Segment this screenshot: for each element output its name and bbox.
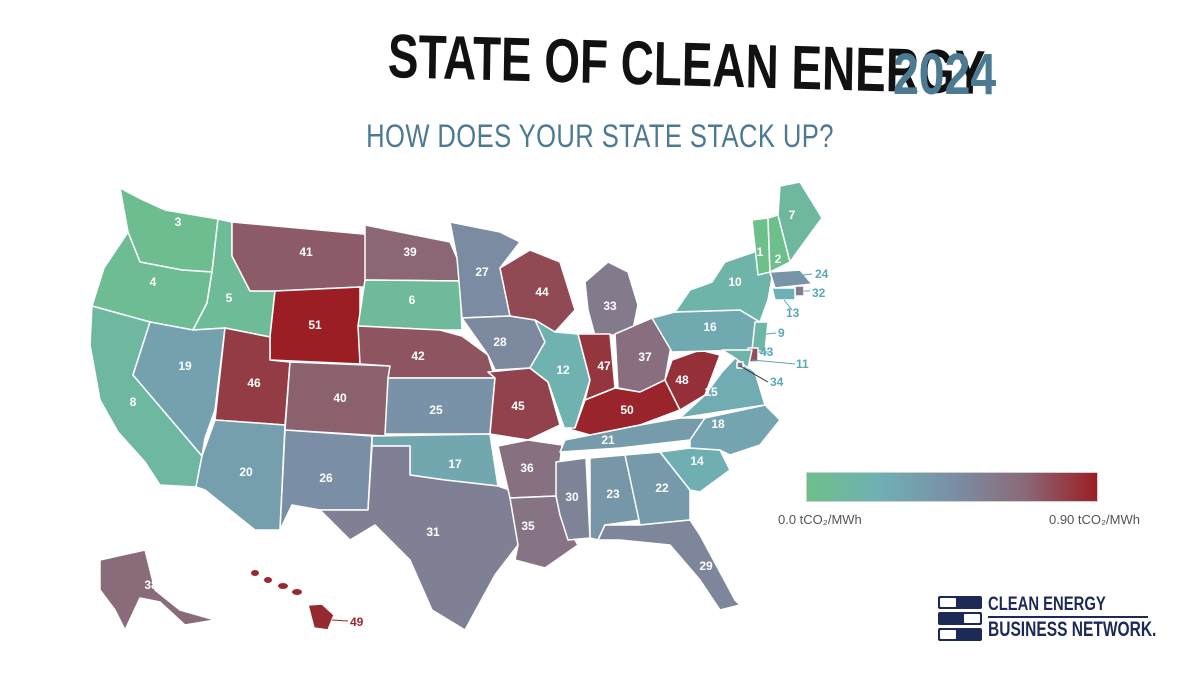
- state-rank-va: 15: [704, 385, 718, 399]
- state-rank-fl: 29: [699, 559, 713, 573]
- state-ak[interactable]: [99, 549, 216, 631]
- state-rank-wi: 44: [535, 285, 549, 299]
- title: STATE OF CLEAN ENERGY 2024: [0, 22, 1200, 109]
- state-rank-pa: 16: [703, 320, 717, 334]
- state-rank-nv: 19: [178, 359, 192, 373]
- state-ma[interactable]: [769, 269, 813, 289]
- state-rank-ny: 10: [728, 275, 742, 289]
- state-rank-ca: 8: [130, 395, 137, 409]
- state-tx[interactable]: [319, 445, 519, 631]
- state-rank-mn: 27: [475, 265, 489, 279]
- state-rank-de: 43: [760, 345, 774, 359]
- state-rank-or: 4: [150, 275, 157, 289]
- callout-line-hi: [331, 619, 349, 622]
- state-rank-ar: 36: [520, 461, 534, 475]
- state-rank-mt: 41: [299, 245, 313, 259]
- state-hi-island-1[interactable]: [251, 570, 259, 576]
- state-rank-nj: 9: [778, 326, 785, 340]
- state-rank-mi: 33: [603, 299, 617, 313]
- state-rank-nm: 26: [319, 471, 333, 485]
- logo-mark-icon: [938, 596, 982, 641]
- state-rank-ms: 30: [565, 490, 579, 504]
- legend: 0.0 tCO₂/MWh 0.90 tCO₂/MWh: [778, 472, 1140, 527]
- state-rank-ut: 46: [247, 376, 261, 390]
- legend-min-label: 0.0 tCO₂/MWh: [778, 512, 862, 527]
- legend-gradient-bar: [806, 472, 1098, 502]
- state-rank-ne: 42: [411, 349, 425, 363]
- state-rank-in: 47: [597, 359, 611, 373]
- callout-line-md: [751, 359, 796, 365]
- callout-line-ma: [795, 273, 813, 277]
- state-me[interactable]: [777, 181, 823, 263]
- state-ms[interactable]: [555, 457, 591, 541]
- state-rank-ia: 28: [493, 335, 507, 349]
- state-rank-ok: 17: [448, 457, 462, 471]
- state-rank-az: 20: [239, 465, 253, 479]
- state-rank-il: 12: [556, 363, 570, 377]
- state-rank-tn: 21: [601, 433, 615, 447]
- callout-line-dc: [739, 365, 769, 383]
- state-rank-dc: 34: [770, 375, 784, 389]
- state-ct[interactable]: [771, 287, 796, 301]
- state-rank-tx: 31: [426, 525, 440, 539]
- state-hi[interactable]: [307, 603, 335, 631]
- state-rank-mo: 45: [511, 399, 525, 413]
- state-rank-la: 35: [521, 519, 535, 533]
- state-mi[interactable]: [584, 261, 639, 337]
- state-md[interactable]: [721, 349, 753, 369]
- state-rank-ak: 38: [144, 578, 158, 592]
- state-rank-wv: 48: [675, 373, 689, 387]
- state-rank-co: 40: [333, 391, 347, 405]
- state-wi[interactable]: [499, 249, 576, 333]
- state-rank-al: 23: [606, 487, 620, 501]
- title-year: 2024: [893, 42, 997, 107]
- state-wy[interactable]: [269, 286, 361, 365]
- state-rank-me: 7: [789, 208, 796, 222]
- state-nc[interactable]: [689, 404, 781, 456]
- state-hi-island-4[interactable]: [292, 589, 302, 595]
- state-rank-hi: 49: [350, 615, 364, 629]
- state-rank-ct: 13: [786, 306, 800, 320]
- callout-line-ct: [783, 299, 793, 311]
- state-rank-ga: 22: [655, 481, 669, 495]
- subtitle: HOW DOES YOUR STATE STACK UP?: [366, 118, 834, 154]
- state-rank-ky: 50: [620, 403, 634, 417]
- state-rank-md: 11: [796, 357, 809, 371]
- legend-max-label: 0.90 tCO₂/MWh: [1048, 512, 1140, 527]
- state-rank-ma: 24: [815, 267, 829, 281]
- logo-line1: CLEAN ENERGY: [988, 594, 1106, 615]
- state-rank-vt: 1: [757, 245, 764, 259]
- state-fl[interactable]: [597, 519, 741, 611]
- state-rank-wa: 3: [175, 215, 182, 229]
- logo-line2: BUSINESS NETWORK.: [988, 618, 1157, 641]
- state-rank-oh: 37: [638, 350, 652, 364]
- logo-rule: [988, 616, 1148, 618]
- state-nv[interactable]: [132, 321, 226, 457]
- state-rank-ks: 25: [429, 403, 443, 417]
- state-sd[interactable]: [357, 279, 463, 331]
- state-wv[interactable]: [664, 349, 721, 411]
- state-rank-wy: 51: [308, 318, 322, 332]
- state-hi-island-3[interactable]: [278, 583, 288, 589]
- state-rank-sd: 6: [409, 293, 416, 307]
- state-rank-id: 5: [226, 291, 233, 305]
- state-rank-ri: 32: [812, 286, 826, 300]
- callout-line-nj: [765, 332, 777, 335]
- state-hi-island-2[interactable]: [264, 577, 272, 583]
- state-ri[interactable]: [794, 285, 805, 297]
- state-rank-nh: 2: [775, 252, 782, 266]
- logo: CLEAN ENERGY BUSINESS NETWORK.: [938, 594, 1156, 646]
- state-rank-sc: 14: [690, 454, 704, 468]
- state-rank-nd: 39: [403, 245, 417, 259]
- state-rank-nc: 18: [711, 417, 725, 431]
